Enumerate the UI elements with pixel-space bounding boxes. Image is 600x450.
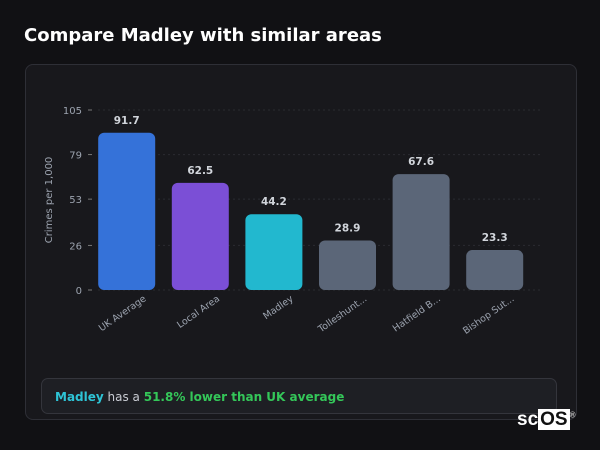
value-label: 44.2 <box>261 196 287 208</box>
summary-place: Madley <box>55 390 104 404</box>
value-label: 23.3 <box>482 232 508 244</box>
bar-2 <box>245 214 303 290</box>
y-tick-label: 26 <box>69 241 82 252</box>
summary-stat: 51.8% lower than UK average <box>143 390 345 404</box>
value-label: 28.9 <box>335 222 361 234</box>
y-tick-label: 79 <box>69 151 82 162</box>
y-tick-label: 53 <box>69 195 82 206</box>
y-axis-label: Crimes per 1,000 <box>44 157 55 244</box>
bar-4 <box>392 174 450 290</box>
value-label: 91.7 <box>114 115 140 127</box>
value-label: 67.6 <box>408 156 434 168</box>
page-title: Compare Madley with similar areas <box>24 25 382 46</box>
y-tick-label: 0 <box>76 286 82 297</box>
summary-text: has a <box>103 390 144 404</box>
x-tick-label: Local Area <box>175 293 222 330</box>
x-tick-label: Bishop Sut... <box>461 293 516 336</box>
bar-0 <box>98 132 156 290</box>
bar-5 <box>466 250 524 290</box>
x-tick-label: Hatfield B... <box>391 293 443 334</box>
value-label: 62.5 <box>187 165 213 177</box>
x-tick-label: Madley <box>261 293 296 322</box>
x-tick-label: UK Average <box>97 293 149 334</box>
y-tick-label: 105 <box>63 106 82 117</box>
summary-banner: Madley has a 51.8% lower than UK average <box>41 378 557 414</box>
logo: sc OS ® <box>517 409 576 430</box>
bar-3 <box>319 240 376 290</box>
x-tick-label: Tolleshunt... <box>315 293 369 335</box>
bar-1 <box>171 182 229 290</box>
